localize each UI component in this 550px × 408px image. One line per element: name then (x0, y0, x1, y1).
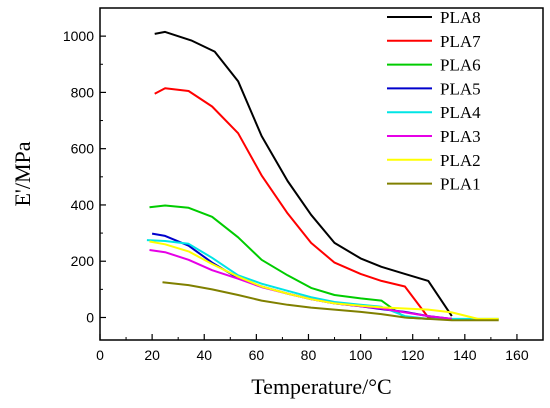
series-line-pla2 (149, 240, 499, 320)
legend-label: PLA7 (440, 32, 481, 51)
y-tick-label: 200 (71, 253, 95, 269)
y-tick-label: 400 (71, 197, 95, 213)
legend: PLA8 PLA7 PLA6 PLA5 PLA4 PLA3 PLA2 PLA1 (387, 8, 481, 194)
legend-label: PLA2 (440, 151, 481, 170)
x-tick-label: 0 (96, 347, 104, 363)
y-axis: 0 200 400 600 800 1000 (63, 7, 106, 325)
x-axis-title: Temperature/°C (251, 374, 391, 399)
series-lines (146, 30, 499, 322)
legend-label: PLA5 (440, 79, 481, 98)
y-tick-label: 1000 (63, 28, 94, 44)
series-line-pla8 (154, 30, 453, 317)
legend-label: PLA8 (440, 8, 481, 27)
series-line-pla7 (154, 87, 452, 320)
plot-frame (99, 7, 544, 341)
x-tick-label: 160 (505, 347, 529, 363)
x-tick-label: 40 (196, 347, 212, 363)
y-tick-label: 0 (86, 309, 94, 325)
legend-label: PLA6 (440, 56, 481, 75)
x-tick-label: 100 (349, 347, 373, 363)
series-line-pla1 (162, 281, 499, 322)
y-tick-label: 600 (71, 141, 95, 157)
x-tick-label: 20 (144, 347, 160, 363)
x-axis: 0 20 40 60 80 100 120 140 160 (96, 334, 529, 363)
y-axis-title: E'/MPa (10, 141, 35, 206)
x-tick-label: 60 (249, 347, 265, 363)
x-tick-label: 140 (453, 347, 477, 363)
plot-border (99, 7, 544, 341)
legend-label: PLA4 (440, 103, 481, 122)
x-tick-label: 120 (401, 347, 425, 363)
legend-label: PLA1 (440, 175, 481, 194)
legend-label: PLA3 (440, 127, 481, 146)
x-tick-label: 80 (301, 347, 317, 363)
y-tick-label: 800 (71, 84, 95, 100)
